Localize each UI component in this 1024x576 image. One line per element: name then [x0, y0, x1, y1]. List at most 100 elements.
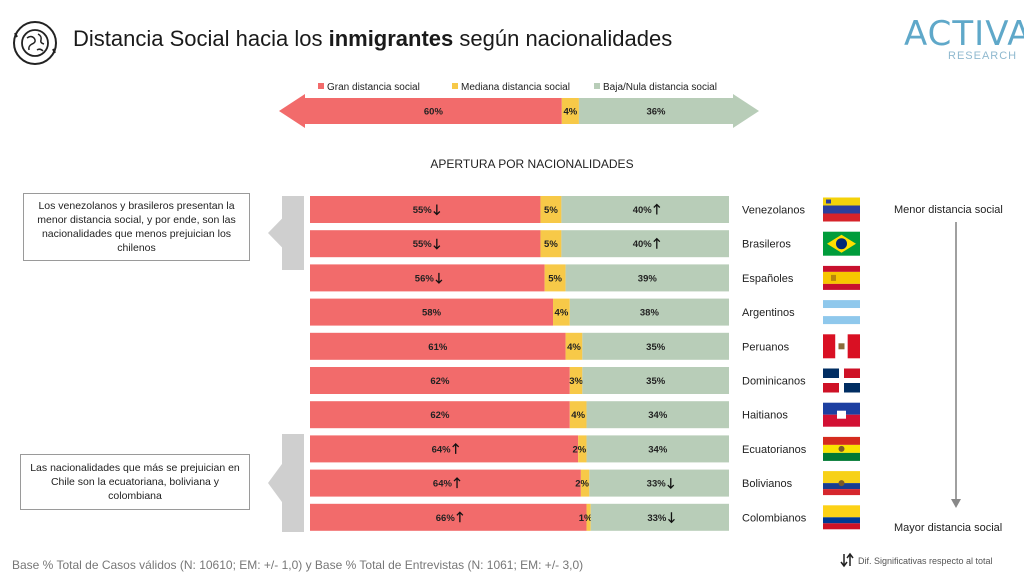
category-label-0: Venezolanos — [742, 205, 805, 217]
significance-icon — [840, 552, 854, 568]
bar-1-sig-0 — [433, 238, 441, 250]
bar-0-label-0: 55% — [413, 205, 433, 216]
bar-0-sig-0 — [433, 204, 441, 216]
haiti-flag — [823, 402, 860, 427]
bar-5-segment-2 — [582, 367, 729, 394]
bar-6-segment-2 — [586, 401, 729, 429]
total-label-2: 36% — [646, 107, 666, 118]
significance-note: Dif. Significativas respecto al total — [858, 556, 993, 566]
callout-top: Los venezolanos y brasileros presentan l… — [23, 193, 250, 261]
category-label-4: Peruanos — [742, 341, 790, 353]
bar-3-segment-0 — [310, 298, 554, 326]
scale-arrow-head — [951, 499, 961, 508]
total-arrow-left — [279, 94, 305, 128]
legend-swatch-1 — [452, 83, 458, 89]
callout-bottom-pointer-body — [282, 434, 304, 532]
spain-flag — [823, 265, 860, 290]
bar-3-label-2: 38% — [640, 308, 660, 319]
category-label-7: Ecuatorianos — [742, 444, 807, 456]
legend-swatch-0 — [318, 83, 324, 89]
peru-flag — [823, 334, 860, 359]
bar-8-sig-0 — [453, 477, 461, 489]
bar-1-label-1: 5% — [544, 239, 558, 250]
bar-0-segment-1 — [540, 196, 562, 223]
bar-9-label-1: 1% — [579, 513, 593, 524]
bar-7-label-0: 64% — [432, 444, 452, 455]
bar-4-label-1: 4% — [567, 342, 581, 353]
legend-swatch-2 — [594, 83, 600, 89]
logo-main-text: ACTIVA — [904, 14, 1024, 54]
section-subtitle: APERTURA POR NACIONALIDADES — [430, 157, 633, 171]
total-label-1: 4% — [563, 107, 577, 118]
bar-1-label-0: 55% — [413, 239, 433, 250]
bar-4-segment-1 — [565, 332, 583, 360]
bar-0-label-2: 40% — [633, 205, 653, 216]
bar-2-label-2: 39% — [638, 273, 658, 284]
bar-0-segment-2 — [561, 196, 729, 223]
bar-0-label-1: 5% — [544, 205, 558, 216]
bar-7-segment-2 — [586, 435, 729, 463]
bar-2-segment-2 — [565, 264, 729, 292]
bar-6-label-0: 62% — [430, 410, 450, 421]
bar-8-label-1: 2% — [575, 479, 589, 490]
bar-9-label-0: 66% — [436, 513, 456, 524]
bar-1-sig-2 — [653, 237, 661, 249]
footer-base: Base % Total de Casos válidos (N: 10610;… — [12, 558, 584, 572]
bar-5-segment-1 — [569, 367, 583, 394]
bar-9-segment-1 — [586, 503, 591, 531]
bar-9-segment-0 — [310, 503, 587, 531]
bar-7-label-2: 34% — [648, 444, 668, 455]
bar-5-label-1: 3% — [569, 376, 583, 387]
bar-7-segment-1 — [578, 435, 587, 463]
bar-8-segment-1 — [580, 469, 590, 497]
brazil-flag — [823, 231, 860, 256]
dominican-flag — [823, 368, 860, 393]
bar-2-segment-1 — [544, 264, 566, 292]
bar-7-segment-0 — [310, 435, 579, 463]
category-label-3: Argentinos — [742, 307, 795, 319]
bar-1-segment-2 — [561, 230, 729, 258]
activa-logo: ACTIVA RESEARCH — [900, 14, 1024, 66]
bar-6-segment-0 — [310, 401, 570, 429]
bar-1-segment-1 — [540, 230, 562, 258]
bar-8-label-2: 33% — [647, 479, 667, 490]
legend-label-0: Gran distancia social — [327, 82, 420, 93]
bar-1-label-2: 40% — [633, 239, 653, 250]
total-segment-0 — [305, 98, 562, 124]
colombia-flag — [823, 505, 860, 530]
logo-sub-text: RESEARCH — [948, 50, 1018, 62]
category-label-9: Colombianos — [742, 512, 807, 524]
callout-bottom: Las nacionalidades que más se prejuician… — [20, 454, 250, 510]
legend-label-1: Mediana distancia social — [461, 82, 570, 93]
bar-9-label-2: 33% — [647, 513, 667, 524]
bar-9-sig-2 — [668, 512, 675, 524]
category-label-8: Bolivianos — [742, 478, 793, 490]
venezuela-flag — [823, 197, 860, 222]
total-segment-1 — [561, 98, 579, 124]
bar-7-label-1: 2% — [572, 444, 586, 455]
bar-4-segment-2 — [582, 332, 729, 360]
category-label-1: Brasileros — [742, 239, 791, 251]
bar-8-segment-2 — [589, 469, 729, 497]
total-arrow-right — [733, 94, 759, 128]
bar-8-segment-0 — [310, 469, 581, 497]
bar-6-segment-1 — [569, 401, 587, 429]
bar-0-sig-2 — [653, 203, 661, 215]
bar-9-segment-2 — [590, 503, 729, 531]
total-segment-2 — [578, 98, 733, 124]
bar-2-label-1: 5% — [548, 273, 562, 284]
category-label-6: Haitianos — [742, 410, 788, 422]
bar-3-label-1: 4% — [555, 308, 569, 319]
bar-2-segment-0 — [310, 264, 545, 292]
category-label-5: Dominicanos — [742, 376, 806, 388]
category-label-2: Españoles — [742, 273, 794, 285]
bar-4-label-2: 35% — [646, 342, 666, 353]
bar-5-label-2: 35% — [646, 376, 666, 387]
bolivia-flag — [823, 436, 860, 461]
bar-0-segment-0 — [310, 196, 541, 223]
bar-7-sig-0 — [452, 442, 460, 454]
bar-4-label-0: 61% — [428, 342, 448, 353]
argentina-flag — [823, 300, 860, 325]
